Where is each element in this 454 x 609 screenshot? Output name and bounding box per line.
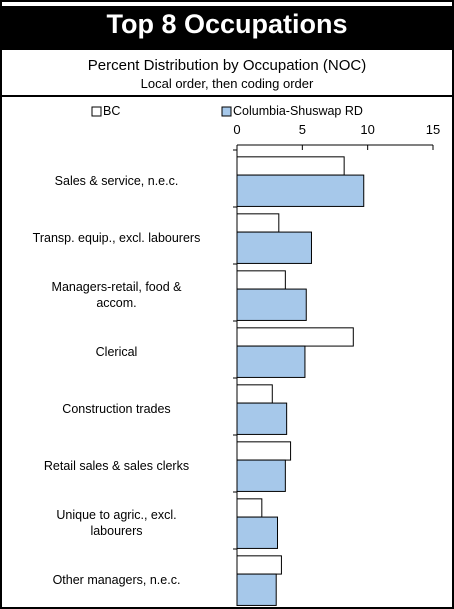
category-label: Clerical — [95, 345, 138, 360]
x-tick-label: 5 — [299, 122, 306, 137]
bar — [236, 459, 286, 492]
category-label: Unique to agric., excl. labourers — [56, 508, 177, 539]
bar — [236, 573, 277, 606]
note: Local order, then coding order — [140, 76, 314, 91]
bar — [236, 402, 288, 435]
bar — [236, 270, 286, 290]
category-label: Other managers, n.e.c. — [52, 573, 181, 588]
bar — [236, 156, 345, 176]
legend-swatch — [91, 106, 102, 117]
category-label: Transp. equip., excl. labourers — [32, 231, 201, 246]
bar — [236, 327, 354, 347]
category-label: Retail sales & sales clerks — [43, 459, 190, 474]
x-tick-label: 15 — [426, 122, 440, 137]
bar — [236, 441, 292, 461]
title-band — [2, 6, 452, 50]
bar — [236, 174, 365, 207]
bar — [236, 345, 306, 378]
category-label: Sales & service, n.e.c. — [54, 174, 179, 189]
bar — [236, 231, 312, 264]
bar — [236, 384, 273, 404]
category-label: Managers-retail, food & accom. — [51, 280, 182, 311]
chart-title: Top 8 Occupations — [106, 9, 348, 39]
x-tick-label: 10 — [360, 122, 374, 137]
legend-label: Columbia-Shuswap RD — [233, 104, 363, 118]
legend-label: BC — [103, 104, 121, 118]
bar — [236, 555, 282, 575]
separator — [2, 95, 452, 97]
bar — [236, 516, 279, 549]
category-label: Construction trades — [62, 402, 171, 417]
bar — [236, 288, 307, 321]
x-tick-label: 0 — [233, 122, 240, 137]
bar — [236, 213, 280, 233]
bar — [236, 498, 263, 518]
subtitle: Percent Distribution by Occupation (NOC) — [87, 57, 367, 74]
legend-swatch — [221, 106, 232, 117]
